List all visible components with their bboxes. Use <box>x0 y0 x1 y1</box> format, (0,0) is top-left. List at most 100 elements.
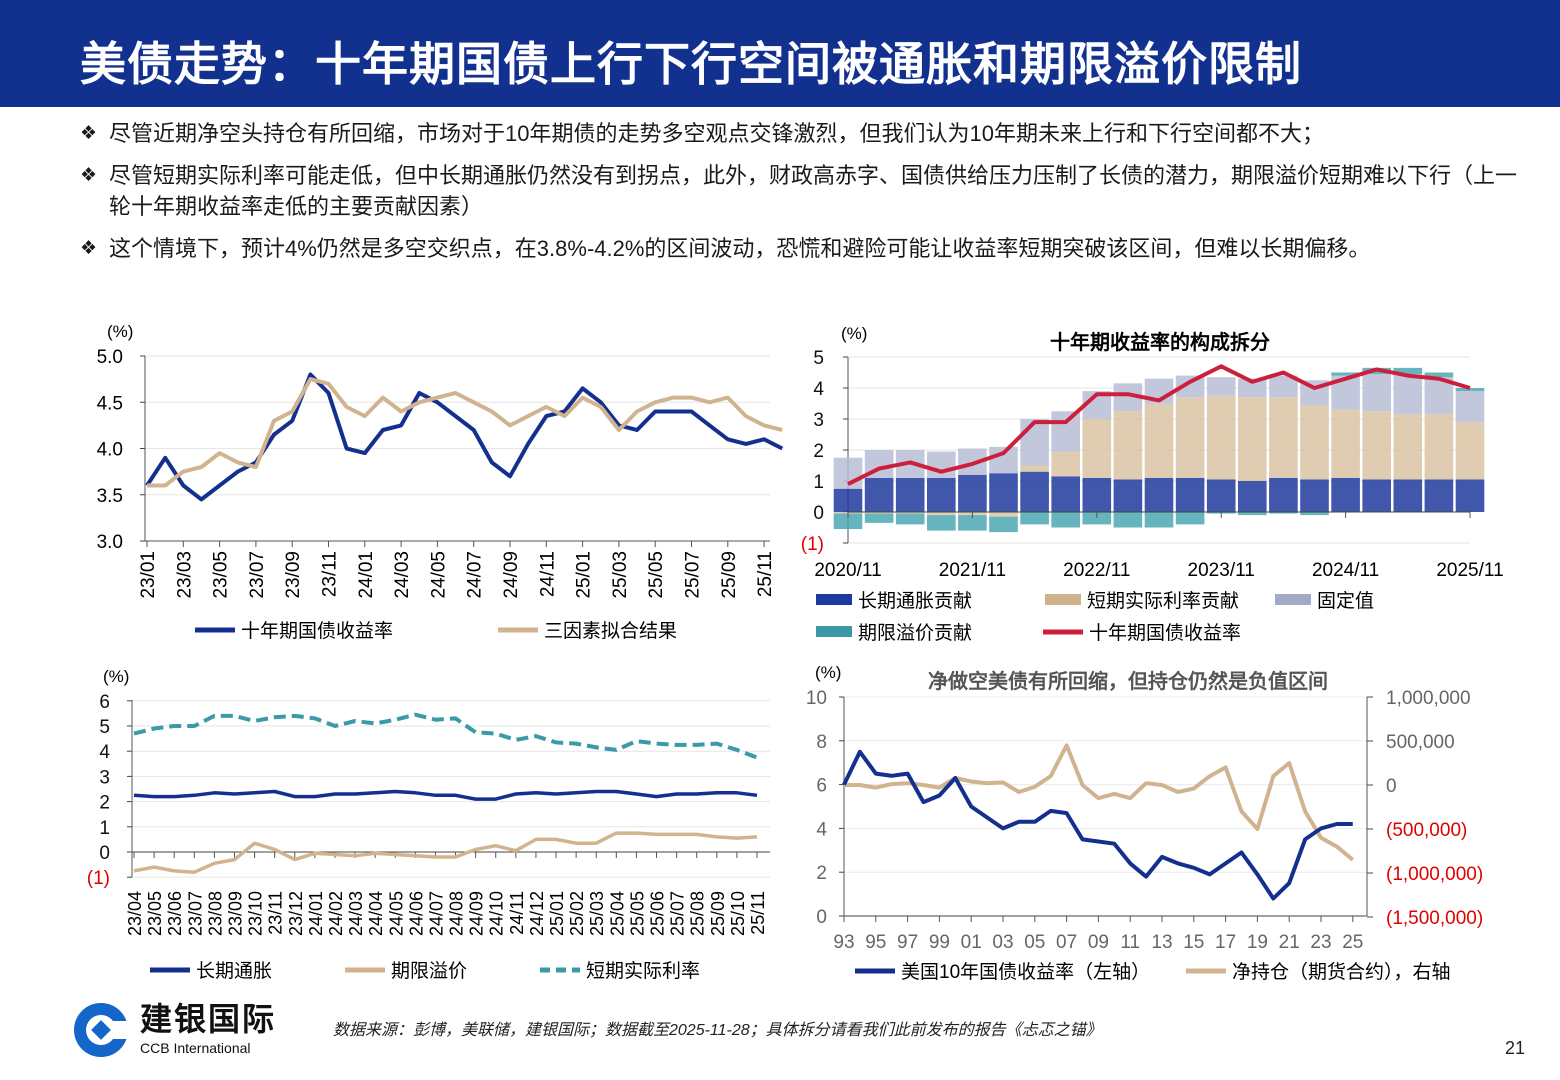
bar-term-premium <box>1051 512 1081 528</box>
y2-tick-label: (1,500,000) <box>1386 908 1483 929</box>
bar-term-premium <box>1331 372 1360 376</box>
y-tick-label: 2 <box>816 863 827 884</box>
bar-inflation <box>833 488 863 512</box>
x-tick-label: 05 <box>1024 932 1045 953</box>
bar-inflation <box>1082 477 1112 512</box>
legend-real-rate-label: 短期实际利率 <box>586 960 700 982</box>
bar-term-premium <box>1269 512 1298 514</box>
bar-inflation <box>1300 479 1329 512</box>
x-tick-label: 24/05 <box>386 891 406 936</box>
x-tick-label: 23/11 <box>266 891 286 935</box>
legend-term-premium-swatch <box>816 626 852 637</box>
y2-tick-label: (1,000,000) <box>1386 864 1483 885</box>
x-tick-label: 2024/11 <box>1312 560 1379 581</box>
bar-fixed <box>1206 377 1236 396</box>
x-tick-label: 13 <box>1151 932 1172 953</box>
bar-term-premium <box>1175 512 1205 525</box>
bar-term-premium <box>958 515 987 531</box>
x-tick-label: 2021/11 <box>939 560 1006 581</box>
x-tick-label: 24/07 <box>465 551 486 599</box>
x-tick-label: 23/01 <box>138 551 159 599</box>
x-tick-label: 25/04 <box>607 891 627 936</box>
x-tick-label: 23/06 <box>165 891 185 936</box>
x-tick-label: 23/12 <box>286 891 306 936</box>
x-tick-label: 11 <box>1120 932 1140 953</box>
x-tick-label: 24/05 <box>428 551 449 599</box>
y-tick-label: 4 <box>816 819 827 840</box>
bar-real-rate <box>895 512 925 514</box>
bar-term-premium <box>864 513 894 523</box>
chart3-unit: (%) <box>103 667 129 686</box>
y-tick-label: 2 <box>99 793 110 814</box>
legend-net-position-label: 净持仓（期货合约），右轴 <box>1232 961 1451 983</box>
bar-inflation <box>1237 481 1267 512</box>
bar-inflation <box>895 477 925 512</box>
x-tick-label: 01 <box>961 932 982 953</box>
y-tick-label: 5 <box>813 348 824 369</box>
source-note: 数据来源：彭博，美联储，建银国际；数据截至2025-11-28；具体拆分请看我们… <box>333 1022 1102 1039</box>
legend-fixed-swatch <box>1275 594 1311 605</box>
chart4: 0246810(1,500,000)(1,000,000)(500,000)05… <box>806 688 1483 983</box>
bar-term-premium <box>1300 512 1329 516</box>
legend-us10y-label: 美国10年国债收益率（左轴） <box>901 961 1150 983</box>
bar-term-premium <box>1424 372 1454 378</box>
bar-fixed <box>1020 419 1049 466</box>
y2-tick-label: 0 <box>1386 776 1397 797</box>
x-tick-label: 24/11 <box>537 551 558 597</box>
bar-fixed <box>1455 391 1485 423</box>
bar-real-rate <box>1300 405 1329 480</box>
bullet-list: ❖ 尽管近期净空头持仓有所回缩，市场对于10年期债的走势多空观点交锋激烈，但我们认… <box>80 118 1520 275</box>
bar-real-rate <box>1455 422 1485 480</box>
bullet-text: 尽管短期实际利率可能走低，但中长期通胀仍然没有到拐点，此外，财政高赤字、国债供给… <box>109 163 1518 219</box>
x-tick-label: 25/11 <box>748 891 768 935</box>
bar-term-premium <box>1020 512 1049 525</box>
x-tick-label: 23 <box>1310 932 1331 953</box>
x-tick-label: 24/01 <box>306 891 326 936</box>
x-tick-label: 99 <box>929 932 950 953</box>
x-tick-label: 23/05 <box>145 891 165 936</box>
bar-term-premium <box>1237 512 1267 516</box>
x-tick-label: 24/08 <box>447 891 467 936</box>
y-tick-label: 0 <box>99 843 110 864</box>
x-tick-label: 07 <box>1056 932 1077 953</box>
bar-real-rate <box>1362 411 1392 480</box>
x-tick-label: 25/06 <box>648 891 668 936</box>
bar-fixed <box>1175 375 1205 398</box>
x-tick-label: 24/10 <box>487 891 507 936</box>
bar-inflation <box>1331 477 1360 512</box>
x-tick-label: 24/11 <box>507 891 527 935</box>
x-tick-label: 23/04 <box>125 891 145 936</box>
x-tick-label: 25/02 <box>567 891 587 936</box>
bar-real-rate <box>1331 409 1360 478</box>
bar-real-rate <box>1393 414 1423 480</box>
bar-real-rate <box>1082 419 1112 478</box>
x-tick-label: 24/12 <box>527 891 547 936</box>
x-tick-label: 2020/11 <box>814 560 881 581</box>
bar-real-rate <box>926 512 956 516</box>
y-tick-label: 0 <box>816 907 827 928</box>
y-tick-label: 3.0 <box>97 532 123 553</box>
x-tick-label: 24/02 <box>326 891 346 936</box>
x-tick-label: 25/07 <box>683 551 704 599</box>
bar-inflation <box>1269 477 1298 512</box>
legend-real-rate-swatch <box>1045 594 1081 605</box>
bar-fixed <box>1051 411 1081 452</box>
bar-real-rate <box>1020 465 1049 472</box>
y-tick-label: 3 <box>99 767 110 788</box>
bar-term-premium <box>1393 367 1423 375</box>
y-tick-label: 3 <box>813 410 824 431</box>
x-tick-label: 25/01 <box>547 891 567 936</box>
bar-fixed <box>1362 374 1392 412</box>
bar-inflation <box>1206 479 1236 512</box>
bar-inflation <box>958 474 987 512</box>
y-tick-label: 1 <box>99 818 110 839</box>
series-line-inflation <box>133 789 758 801</box>
bar-real-rate <box>1175 397 1205 478</box>
x-tick-label: 25/09 <box>708 891 728 936</box>
bar-inflation <box>1113 479 1143 512</box>
x-tick-label: 23/11 <box>320 551 341 597</box>
bar-fixed <box>1237 378 1267 398</box>
bar-inflation <box>1424 479 1454 512</box>
chart4-title: 净做空美债有所回缩，但持仓仍然是负值区间 <box>928 669 1328 693</box>
y-tick-label: (1) <box>87 868 110 889</box>
